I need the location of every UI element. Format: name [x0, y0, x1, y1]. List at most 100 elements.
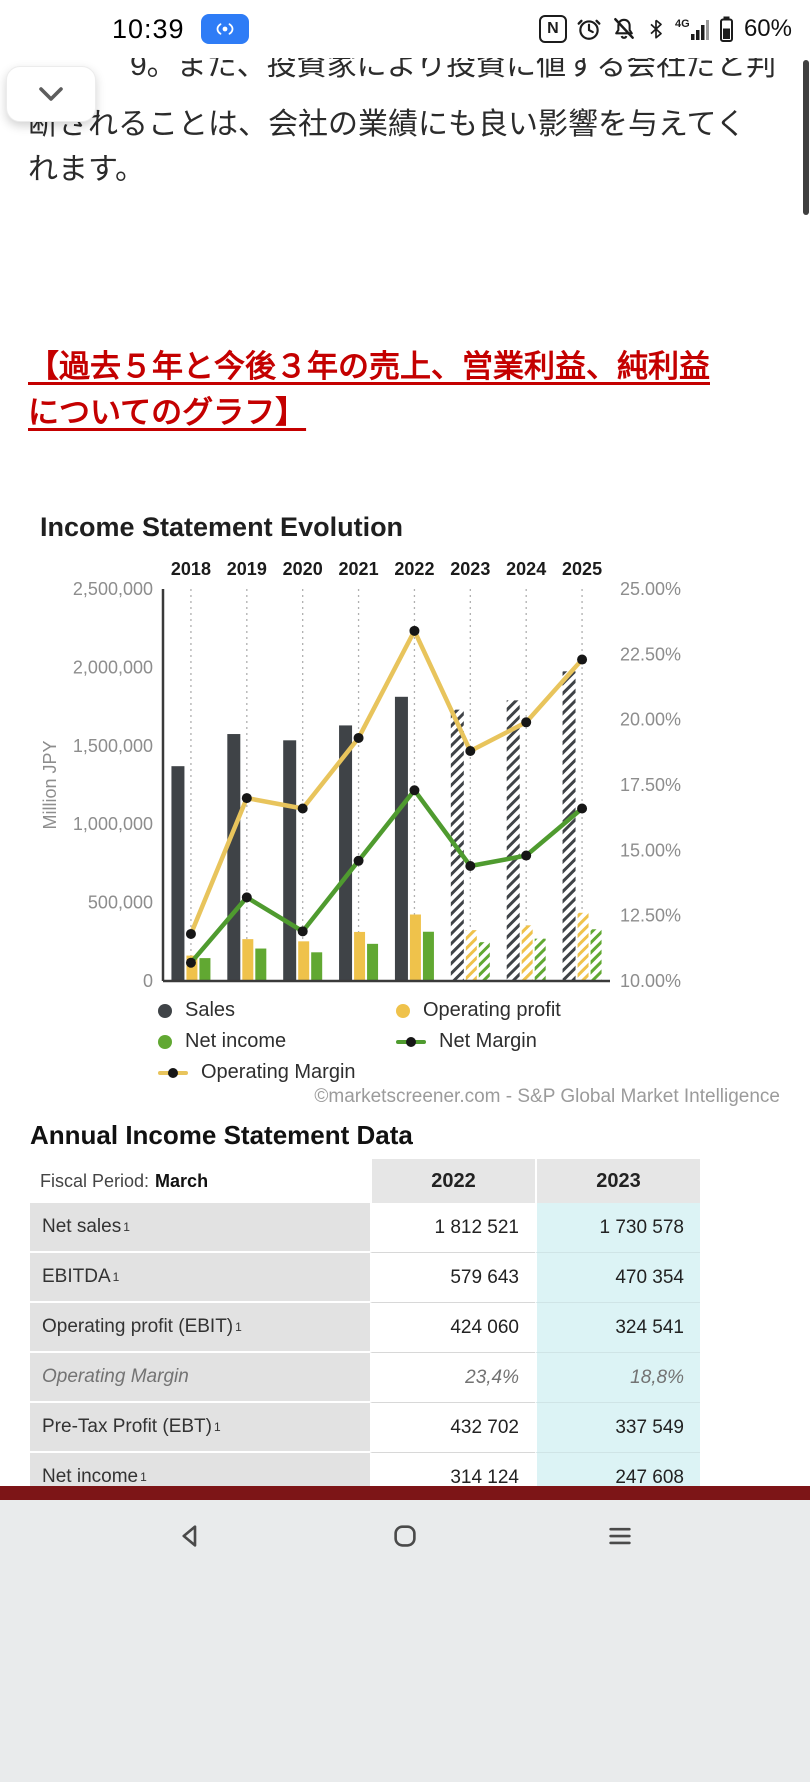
bar-sales — [171, 766, 185, 981]
nfc-icon: N — [538, 15, 567, 43]
legend-icon — [396, 1003, 410, 1018]
axis-tick-labels: 0 500,000 1,000,000 1,500,000 2,000,000 2,500… — [73, 579, 681, 991]
svg-text:1,000,000: 1,000,000 — [73, 814, 153, 834]
bar-net-income — [255, 948, 267, 981]
table-header: Fiscal Period: March 2022 2023 — [30, 1159, 700, 1203]
mute-bell-icon — [614, 18, 634, 39]
legend-item-operating-margin: Operating Margin — [158, 1061, 396, 1084]
cell-2022: 432 702 — [370, 1403, 535, 1453]
svg-text:2,500,000: 2,500,000 — [73, 579, 153, 599]
legend-item-sales: Sales — [158, 999, 396, 1022]
recents-button[interactable] — [598, 1514, 642, 1558]
cell-2023: 1 730 578 — [535, 1203, 700, 1253]
bar-sales — [394, 696, 408, 981]
col-header-2022: 2022 — [370, 1159, 535, 1203]
home-button[interactable] — [383, 1514, 427, 1558]
line-net-margin — [188, 787, 585, 965]
back-button[interactable] — [168, 1514, 212, 1558]
legend-label: Net Margin — [439, 1030, 537, 1052]
bar-operating-profit — [186, 955, 198, 981]
line-point — [185, 928, 196, 939]
svg-text:1,500,000: 1,500,000 — [73, 736, 153, 756]
home-icon — [394, 1525, 416, 1547]
cell-label: Net sales 1 — [30, 1203, 370, 1253]
legend-item-net-income: Net income — [158, 1030, 396, 1053]
chevron-down-icon — [39, 87, 63, 101]
svg-text:2019: 2019 — [227, 559, 267, 579]
cell-2022: 1 812 521 — [370, 1203, 535, 1253]
svg-text:15.00%: 15.00% — [620, 840, 681, 860]
bar-operating-profit — [354, 931, 366, 981]
line-point — [409, 785, 420, 796]
table-row: Net sales 1 1 812 521 1 730 578 — [30, 1203, 700, 1253]
bar-net-income — [367, 943, 379, 981]
cell-label: EBITDA 1 — [30, 1253, 370, 1303]
bar-sales — [283, 740, 297, 981]
chart-attribution: ©marketscreener.com - S&P Global Market … — [314, 1086, 780, 1107]
table-row: Operating profit (EBIT) 1 424 060 324 541 — [30, 1303, 700, 1353]
nav-bar — [0, 1500, 810, 1782]
line-point — [353, 732, 364, 743]
bar-sales — [506, 700, 520, 981]
bar-sales — [562, 671, 576, 981]
svg-text:17.50%: 17.50% — [620, 775, 681, 795]
signal-4g-icon: 4G — [675, 18, 709, 40]
income-table-body: Net sales 1 1 812 521 1 730 578 EBITDA 1 579 6… — [30, 1203, 700, 1503]
legend-item-net-margin: Net Margin — [396, 1030, 726, 1053]
line-point — [409, 625, 420, 636]
broadcast-icon — [216, 23, 233, 35]
legend-icon — [158, 1003, 172, 1018]
legend-icon — [158, 1066, 188, 1080]
chart-title: Income Statement Evolution — [40, 512, 404, 542]
svg-text:2025: 2025 — [562, 559, 602, 579]
income-chart-svg: 2018 2019 2020 2021 2022 2023 2024 2025 0 500,000… — [40, 559, 681, 991]
cell-2023: 18,8% — [535, 1353, 700, 1403]
legend-icon — [158, 1034, 172, 1049]
cell-2023: 337 549 — [535, 1403, 700, 1453]
line-point — [241, 892, 252, 903]
legend-label: Operating profit — [423, 999, 561, 1021]
bar-net-income — [590, 929, 602, 981]
table-row: Operating Margin 23,4% 18,8% — [30, 1353, 700, 1403]
line-point — [521, 850, 532, 861]
svg-text:2021: 2021 — [339, 559, 379, 579]
svg-text:25.00%: 25.00% — [620, 579, 681, 599]
bar-net-income — [311, 952, 323, 981]
line-point — [353, 855, 364, 866]
svg-text:2023: 2023 — [450, 559, 490, 579]
svg-text:20.00%: 20.00% — [620, 710, 681, 730]
clock-label: 10:39 — [112, 13, 185, 44]
svg-text:0: 0 — [143, 971, 153, 991]
bar-sales — [339, 725, 353, 981]
intro-paragraph: 断されることは、会社の業績にも良い影響を与えてくれます。 — [28, 108, 746, 186]
svg-text:12.50%: 12.50% — [620, 906, 681, 926]
bar-net-income — [478, 942, 490, 981]
table-row: Pre-Tax Profit (EBT) 1 432 702 337 549 — [30, 1403, 700, 1453]
cell-label: Operating Margin — [30, 1353, 370, 1403]
line-point — [297, 926, 308, 937]
status-bar: 10:39 N 4G — [0, 0, 810, 58]
legend-label: Operating Margin — [201, 1061, 356, 1083]
line-point — [465, 746, 476, 757]
legend-label: Net income — [185, 1030, 287, 1052]
table-title: Annual Income Statement Data — [30, 1120, 413, 1150]
bar-operating-profit — [577, 912, 589, 981]
gridlines: 2018 2019 2020 2021 2022 2023 2024 2025 — [171, 559, 602, 981]
legend-icon — [396, 1035, 426, 1049]
svg-text:2020: 2020 — [283, 559, 323, 579]
bar-operating-profit — [521, 925, 533, 981]
table-row: EBITDA 1 579 643 470 354 — [30, 1253, 700, 1303]
bar-operating-profit — [465, 930, 477, 981]
scrollbar-thumb[interactable] — [803, 60, 809, 215]
back-icon — [182, 1525, 197, 1547]
collapse-button[interactable] — [6, 66, 96, 122]
bar-sales — [227, 734, 241, 981]
line-point — [465, 861, 476, 872]
fiscal-period-label: Fiscal Period: March — [40, 1170, 209, 1191]
bar-operating-profit — [242, 939, 254, 981]
line-point — [577, 803, 588, 814]
svg-text:2,000,000: 2,000,000 — [73, 657, 153, 677]
red-heading-link[interactable]: 【過去５年と今後３年の売上、営業利益、純利益についてのグラフ】 — [28, 349, 710, 430]
cell-2022: 424 060 — [370, 1303, 535, 1353]
